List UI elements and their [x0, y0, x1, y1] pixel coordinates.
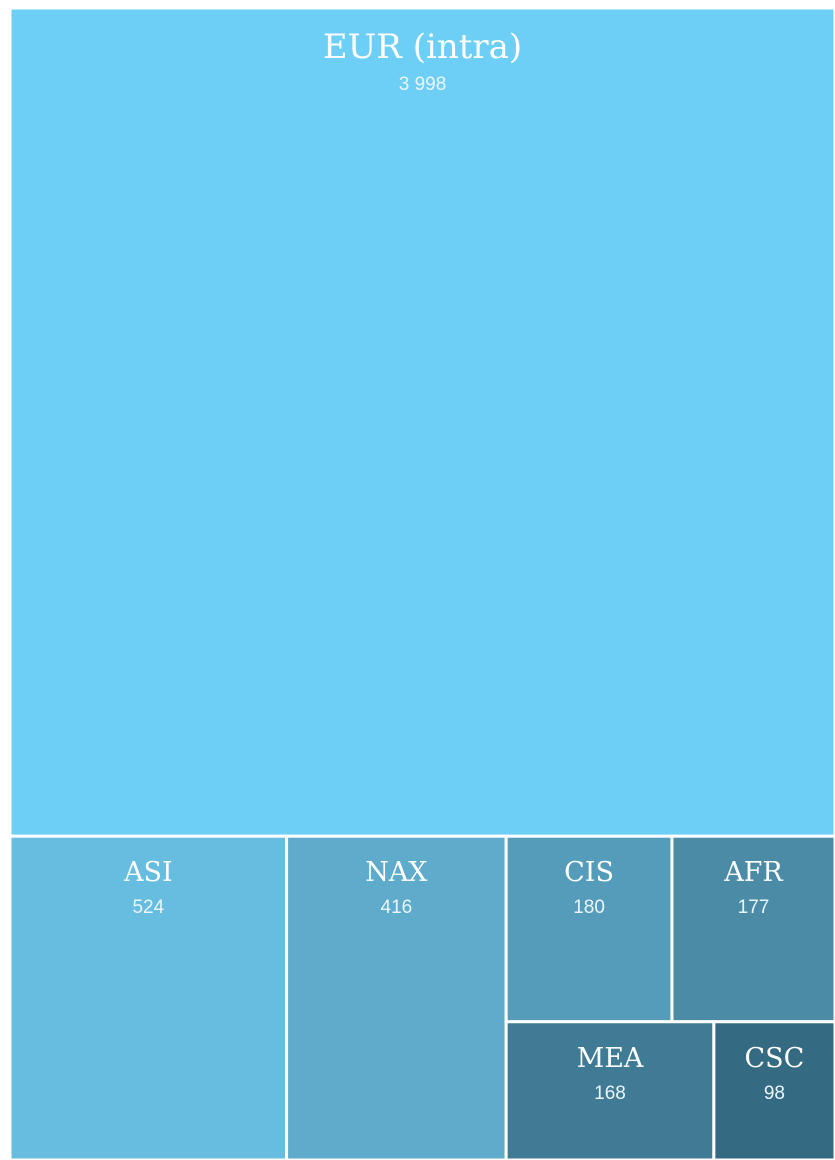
tile-label: AFR: [723, 857, 783, 888]
tile-value: 416: [381, 897, 413, 918]
tile-label: NAX: [365, 857, 428, 888]
tile-value: 177: [738, 897, 770, 918]
tile-value: 3 998: [399, 74, 447, 95]
tile-label: ASI: [123, 857, 173, 888]
tile-label: CSC: [745, 1043, 805, 1074]
tile: [285, 834, 508, 1160]
tile: [8, 6, 835, 838]
tile-value: 98: [764, 1083, 785, 1104]
tile-value: 524: [132, 897, 164, 918]
tile-label: EUR (intra): [323, 27, 522, 67]
tile: [8, 834, 289, 1160]
tile-value: 180: [573, 897, 605, 918]
tile-label: CIS: [564, 857, 614, 888]
tile-label: MEA: [577, 1043, 644, 1074]
tile: [504, 834, 674, 1024]
tile: [712, 1020, 835, 1160]
tile-value: 168: [594, 1083, 626, 1104]
